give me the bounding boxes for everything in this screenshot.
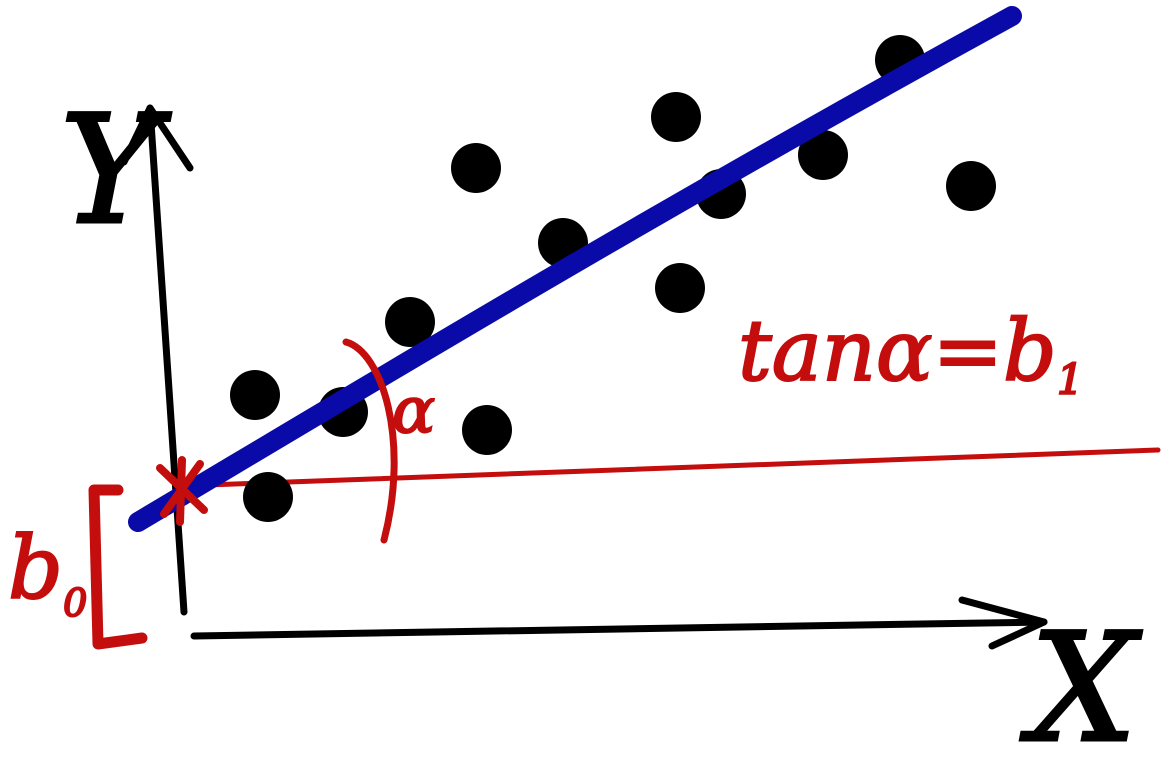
x-axis-arrowhead (958, 596, 1048, 650)
horizontal-reference-line (177, 447, 1161, 489)
data-points (230, 35, 996, 522)
data-point (230, 370, 280, 420)
intercept-label: b0 (8, 519, 87, 625)
x-axis-label: X (1020, 602, 1142, 764)
intercept-bracket (88, 484, 148, 650)
data-point (946, 161, 996, 211)
data-point (798, 130, 848, 180)
data-point (462, 405, 512, 455)
data-point (655, 263, 705, 313)
y-axis-label: Y (60, 84, 171, 258)
data-point (651, 92, 701, 142)
x-axis: X (190, 596, 1144, 764)
intercept-marker (156, 456, 208, 526)
angle-label: α (392, 374, 435, 448)
y-axis: Y (59, 83, 194, 616)
regression-line (128, 6, 1022, 532)
data-point (385, 297, 435, 347)
y-axis-arrowhead (120, 104, 194, 172)
data-point (243, 472, 293, 522)
data-point (451, 143, 501, 193)
y-axis-line (146, 104, 188, 616)
angle-arc (342, 338, 398, 544)
slope-equation: tanα=b1 (738, 302, 1084, 404)
x-axis-line (190, 618, 1048, 640)
